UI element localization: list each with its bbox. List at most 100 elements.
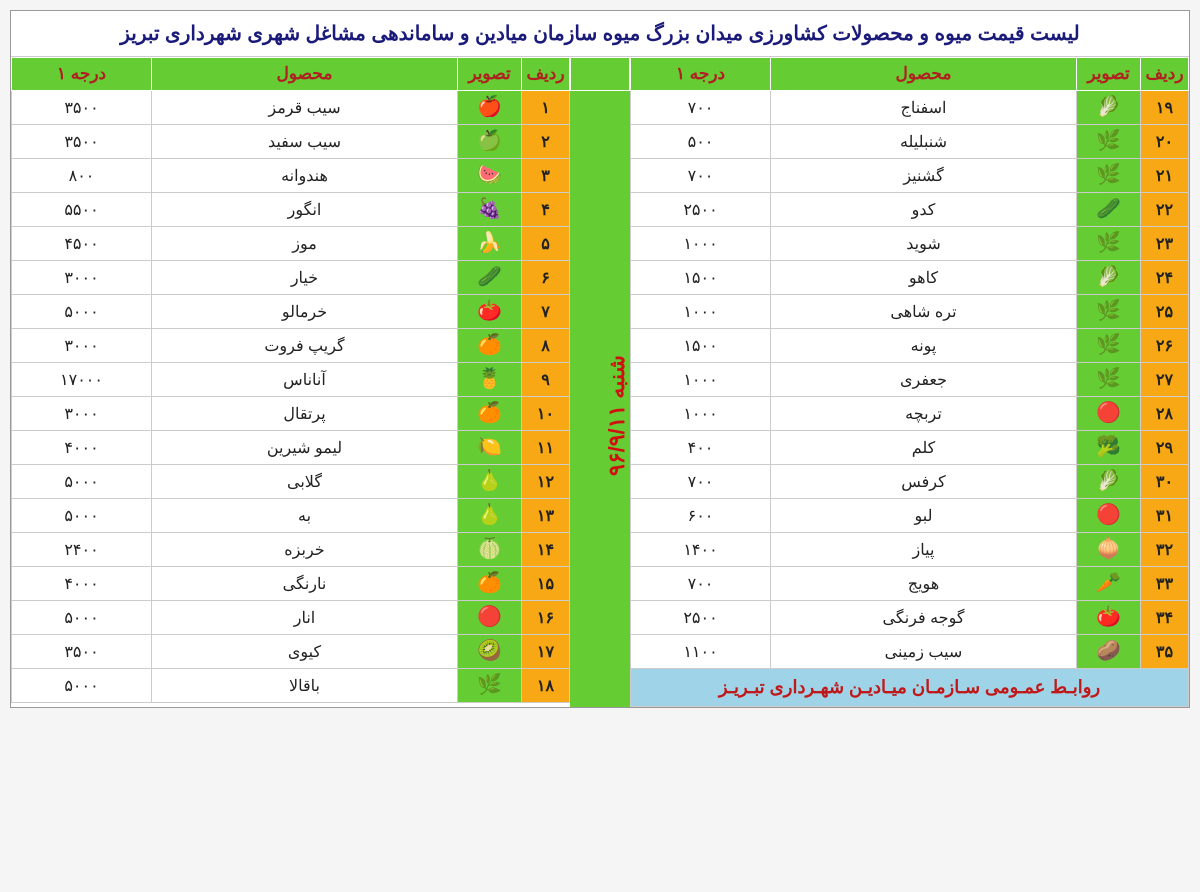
table-row: ۲۳🌿شوید۱۰۰۰ <box>631 227 1189 261</box>
header-radif: ردیف <box>522 58 570 91</box>
cell-product: لبو <box>771 499 1077 533</box>
cell-image: 🍈 <box>458 533 522 567</box>
fruit-icon: 🍊 <box>477 335 502 355</box>
cell-image: 🥒 <box>1077 193 1141 227</box>
cell-product: سیب زمینی <box>771 635 1077 669</box>
cell-radif: ۲۹ <box>1141 431 1189 465</box>
table-row: ۲۸🔴تربچه۱۰۰۰ <box>631 397 1189 431</box>
fruit-icon: 🍍 <box>477 369 502 389</box>
cell-radif: ۱۵ <box>522 567 570 601</box>
cell-image: 🌿 <box>1077 125 1141 159</box>
cell-product: پرتقال <box>152 397 458 431</box>
veggie-icon: 🌿 <box>1096 301 1121 321</box>
cell-radif: ۳۱ <box>1141 499 1189 533</box>
table-row: ۸🍊گریپ فروت۳۰۰۰ <box>12 329 570 363</box>
cell-price: ۸۰۰ <box>12 159 152 193</box>
table-row: ۱🍎سیب قرمز۳۵۰۰ <box>12 91 570 125</box>
veggie-icon: 🌿 <box>1096 369 1121 389</box>
veggie-icon: 🌿 <box>1096 165 1121 185</box>
cell-radif: ۱۹ <box>1141 91 1189 125</box>
cell-price: ۷۰۰ <box>631 159 771 193</box>
cell-price: ۴۰۰۰ <box>12 567 152 601</box>
cell-product: گوجه فرنگی <box>771 601 1077 635</box>
cell-radif: ۲ <box>522 125 570 159</box>
cell-price: ۲۵۰۰ <box>631 193 771 227</box>
veggie-icon: 🥬 <box>1096 267 1121 287</box>
header-image: تصویر <box>1077 58 1141 91</box>
cell-price: ۵۰۰ <box>631 125 771 159</box>
cell-price: ۱۴۰۰ <box>631 533 771 567</box>
cell-radif: ۱۲ <box>522 465 570 499</box>
cell-product: تره شاهی <box>771 295 1077 329</box>
cell-radif: ۱۴ <box>522 533 570 567</box>
table-row: ۱۸🌿باقالا۵۰۰۰ <box>12 669 570 703</box>
fruit-icon: 🌿 <box>477 675 502 695</box>
cell-product: هندوانه <box>152 159 458 193</box>
cell-product: انار <box>152 601 458 635</box>
cell-price: ۳۵۰۰ <box>12 125 152 159</box>
cell-product: موز <box>152 227 458 261</box>
cell-radif: ۳ <box>522 159 570 193</box>
cell-radif: ۵ <box>522 227 570 261</box>
price-table-right: ردیف تصویر محصول درجه ۱ ۱🍎سیب قرمز۳۵۰۰۲🍏… <box>11 57 570 703</box>
cell-price: ۵۵۰۰ <box>12 193 152 227</box>
cell-radif: ۸ <box>522 329 570 363</box>
cell-radif: ۱۰ <box>522 397 570 431</box>
cell-radif: ۲۰ <box>1141 125 1189 159</box>
cell-image: 🥬 <box>1077 261 1141 295</box>
cell-product: کدو <box>771 193 1077 227</box>
veggie-icon: 🥔 <box>1096 641 1121 661</box>
cell-image: 🍌 <box>458 227 522 261</box>
cell-image: 🥬 <box>1077 465 1141 499</box>
cell-radif: ۱۷ <box>522 635 570 669</box>
cell-product: تربچه <box>771 397 1077 431</box>
cell-image: 🥕 <box>1077 567 1141 601</box>
cell-image: 🌿 <box>458 669 522 703</box>
cell-price: ۳۵۰۰ <box>12 91 152 125</box>
cell-price: ۱۷۰۰۰ <box>12 363 152 397</box>
table-row: ۱۴🍈خربزه۲۴۰۰ <box>12 533 570 567</box>
cell-product: باقالا <box>152 669 458 703</box>
fruit-icon: 🍊 <box>477 573 502 593</box>
date-column: شنبه ۹۶/۹/۱۱ <box>570 57 630 707</box>
table-row: ۳۲🧅پیاز۱۴۰۰ <box>631 533 1189 567</box>
cell-image: 🍐 <box>458 465 522 499</box>
cell-radif: ۳۴ <box>1141 601 1189 635</box>
cell-image: 🍊 <box>458 329 522 363</box>
cell-radif: ۲۳ <box>1141 227 1189 261</box>
footer-row: روابـط عمـومی سـازمـان میـادیـن شهـرداری… <box>631 669 1189 707</box>
table-row: ۲🍏سیب سفید۳۵۰۰ <box>12 125 570 159</box>
cell-product: هویج <box>771 567 1077 601</box>
table-row: ۲۲🥒کدو۲۵۰۰ <box>631 193 1189 227</box>
right-table-block: ردیف تصویر محصول درجه ۱ ۱🍎سیب قرمز۳۵۰۰۲🍏… <box>11 57 570 707</box>
cell-product: گریپ فروت <box>152 329 458 363</box>
cell-image: 🌿 <box>1077 363 1141 397</box>
fruit-icon: 🍐 <box>477 505 502 525</box>
cell-radif: ۴ <box>522 193 570 227</box>
fruit-icon: 🍅 <box>477 301 502 321</box>
cell-image: 🍍 <box>458 363 522 397</box>
cell-price: ۵۰۰۰ <box>12 669 152 703</box>
cell-price: ۱۰۰۰ <box>631 363 771 397</box>
cell-image: 🍉 <box>458 159 522 193</box>
veggie-icon: 🌿 <box>1096 131 1121 151</box>
table-row: ۲۱🌿گشنیز۷۰۰ <box>631 159 1189 193</box>
header-radif: ردیف <box>1141 58 1189 91</box>
cell-product: کیوی <box>152 635 458 669</box>
cell-product: گلابی <box>152 465 458 499</box>
date-label: شنبه ۹۶/۹/۱۱ <box>604 91 630 741</box>
cell-image: 🌿 <box>1077 159 1141 193</box>
veggie-icon: 🥕 <box>1096 573 1121 593</box>
cell-price: ۱۰۰۰ <box>631 295 771 329</box>
cell-price: ۵۰۰۰ <box>12 465 152 499</box>
veggie-icon: 🥦 <box>1096 437 1121 457</box>
cell-product: نارنگی <box>152 567 458 601</box>
cell-product: شوید <box>771 227 1077 261</box>
cell-price: ۴۰۰۰ <box>12 431 152 465</box>
fruit-icon: 🥝 <box>477 641 502 661</box>
table-row: ۳۴🍅گوجه فرنگی۲۵۰۰ <box>631 601 1189 635</box>
cell-image: 🍅 <box>458 295 522 329</box>
cell-radif: ۲۶ <box>1141 329 1189 363</box>
left-table-block: ردیف تصویر محصول درجه ۱ ۱۹🥬اسفناج۷۰۰۲۰🌿ش… <box>630 57 1189 707</box>
cell-image: 🍇 <box>458 193 522 227</box>
